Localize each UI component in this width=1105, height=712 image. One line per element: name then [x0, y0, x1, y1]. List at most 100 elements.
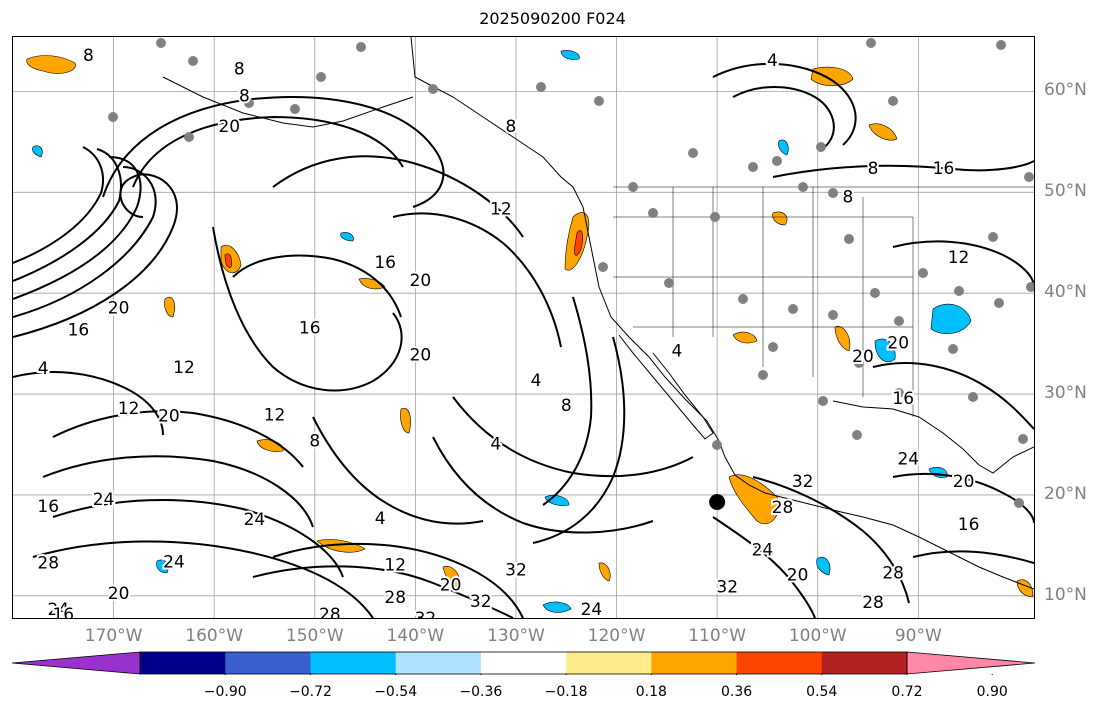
station-dot	[156, 38, 166, 48]
contour-line	[772, 160, 1034, 178]
shaded-region	[772, 211, 788, 226]
contour-line	[132, 115, 404, 188]
shaded-region	[164, 297, 175, 318]
contour-line	[872, 362, 1034, 430]
contour-label: 4	[531, 371, 542, 391]
latitude-label: 40°N	[1044, 282, 1087, 303]
contour-line	[52, 498, 344, 578]
figure-title: 2025090200 F024	[479, 9, 626, 28]
shaded-region	[816, 556, 831, 576]
longitude-label: 90°W	[894, 626, 942, 646]
colorbar-tick-label: −0.36	[459, 684, 503, 700]
shaded-region	[834, 326, 851, 352]
station-dot	[664, 278, 674, 288]
latitude-label: 30°N	[1044, 383, 1087, 404]
station-dot	[1014, 498, 1024, 508]
shaded-region	[928, 467, 948, 478]
contour-line	[13, 146, 104, 264]
station-dot	[244, 98, 254, 108]
shaded-region	[32, 145, 43, 158]
colorbar-tick-label: 0.18	[635, 684, 667, 700]
contour-lines	[13, 62, 1034, 618]
state-borders	[613, 186, 1034, 417]
station-dot	[1024, 172, 1034, 182]
contour-label: 24	[163, 553, 185, 573]
contour-label: 20	[410, 271, 432, 291]
station-dot	[854, 358, 864, 368]
contour-label: 20	[852, 347, 874, 367]
station-dot	[184, 132, 194, 142]
colorbar-segment	[821, 652, 908, 674]
colorbar-outline	[139, 651, 908, 675]
latitude-label: 10°N	[1044, 584, 1087, 605]
station-dot	[844, 234, 854, 244]
station-dot	[598, 262, 608, 272]
contour-label: 20	[887, 334, 909, 354]
station-dot	[894, 316, 904, 326]
contour-label: 4	[375, 509, 386, 529]
station-dot	[594, 96, 604, 106]
contour-line	[32, 540, 374, 618]
contour-label: 20	[410, 346, 432, 366]
shaded-region	[598, 562, 611, 582]
contour-label: 24	[752, 540, 774, 560]
contour-line	[272, 155, 524, 238]
coastlines	[162, 37, 1034, 590]
station-dot	[768, 342, 778, 352]
contour-label: 16	[299, 319, 321, 339]
contour-label: 8	[868, 159, 879, 179]
shaded-region	[732, 331, 758, 344]
contour-label: 20	[108, 298, 130, 318]
contour-label: 20	[787, 566, 809, 586]
shaded-region	[1016, 579, 1034, 598]
north-america-coast	[410, 37, 1034, 590]
contour-line	[102, 96, 445, 208]
contour-line	[452, 396, 694, 478]
contour-label: 12	[264, 405, 286, 425]
colorbar	[12, 651, 1035, 675]
shaded-region	[560, 50, 580, 60]
colorbar-tick-label: 0.54	[806, 684, 838, 700]
contour-label: 24	[93, 490, 115, 510]
contour-label: 20	[218, 117, 240, 137]
storm-center-marker	[709, 494, 726, 511]
contour-label: 16	[52, 605, 74, 618]
contour-label: 24	[47, 600, 69, 618]
contour-line	[392, 212, 562, 348]
contour-label: 8	[309, 431, 320, 451]
contour-line	[272, 542, 524, 618]
contour-label: 16	[37, 497, 59, 517]
contour-line	[752, 476, 910, 604]
longitude-label: 110°W	[688, 626, 747, 646]
station-dot	[852, 430, 862, 440]
station-dot	[788, 304, 798, 314]
longitude-label: 170°W	[84, 626, 143, 646]
contour-line	[892, 240, 1034, 288]
contour-label: 12	[173, 358, 195, 378]
station-dot	[356, 42, 366, 52]
colorbar-segment	[310, 652, 397, 674]
map-panel: 8 8 8 20 8 4 8 16 8 12 16 20 20 16 16 4 12 20 12 20 12 4 8 8 4 4 2…	[12, 36, 1035, 619]
contour-label: 12	[118, 399, 140, 419]
contour-label: 20	[158, 406, 180, 426]
colorbar-extend-max	[906, 651, 1035, 675]
station-dot	[738, 294, 748, 304]
station-dot	[628, 182, 638, 192]
contour-label: 32	[470, 592, 492, 612]
station-dot	[828, 188, 838, 198]
contour-line	[912, 550, 1034, 564]
contour-line	[432, 436, 654, 534]
shaded-region	[224, 253, 232, 268]
contour-label: 4	[767, 51, 778, 71]
latitude-label: 60°N	[1044, 80, 1087, 101]
contour-label: 16	[892, 389, 914, 409]
longitude-label: 120°W	[587, 626, 646, 646]
contour-line	[712, 62, 857, 146]
contour-line	[13, 148, 122, 282]
colorbar-segment	[736, 652, 823, 674]
shaded-region	[930, 303, 972, 334]
contour-label: 28	[882, 564, 904, 584]
colorbar-segment	[395, 652, 482, 674]
station-dot	[798, 182, 808, 192]
colorbar-tick-label: −0.90	[203, 684, 247, 700]
